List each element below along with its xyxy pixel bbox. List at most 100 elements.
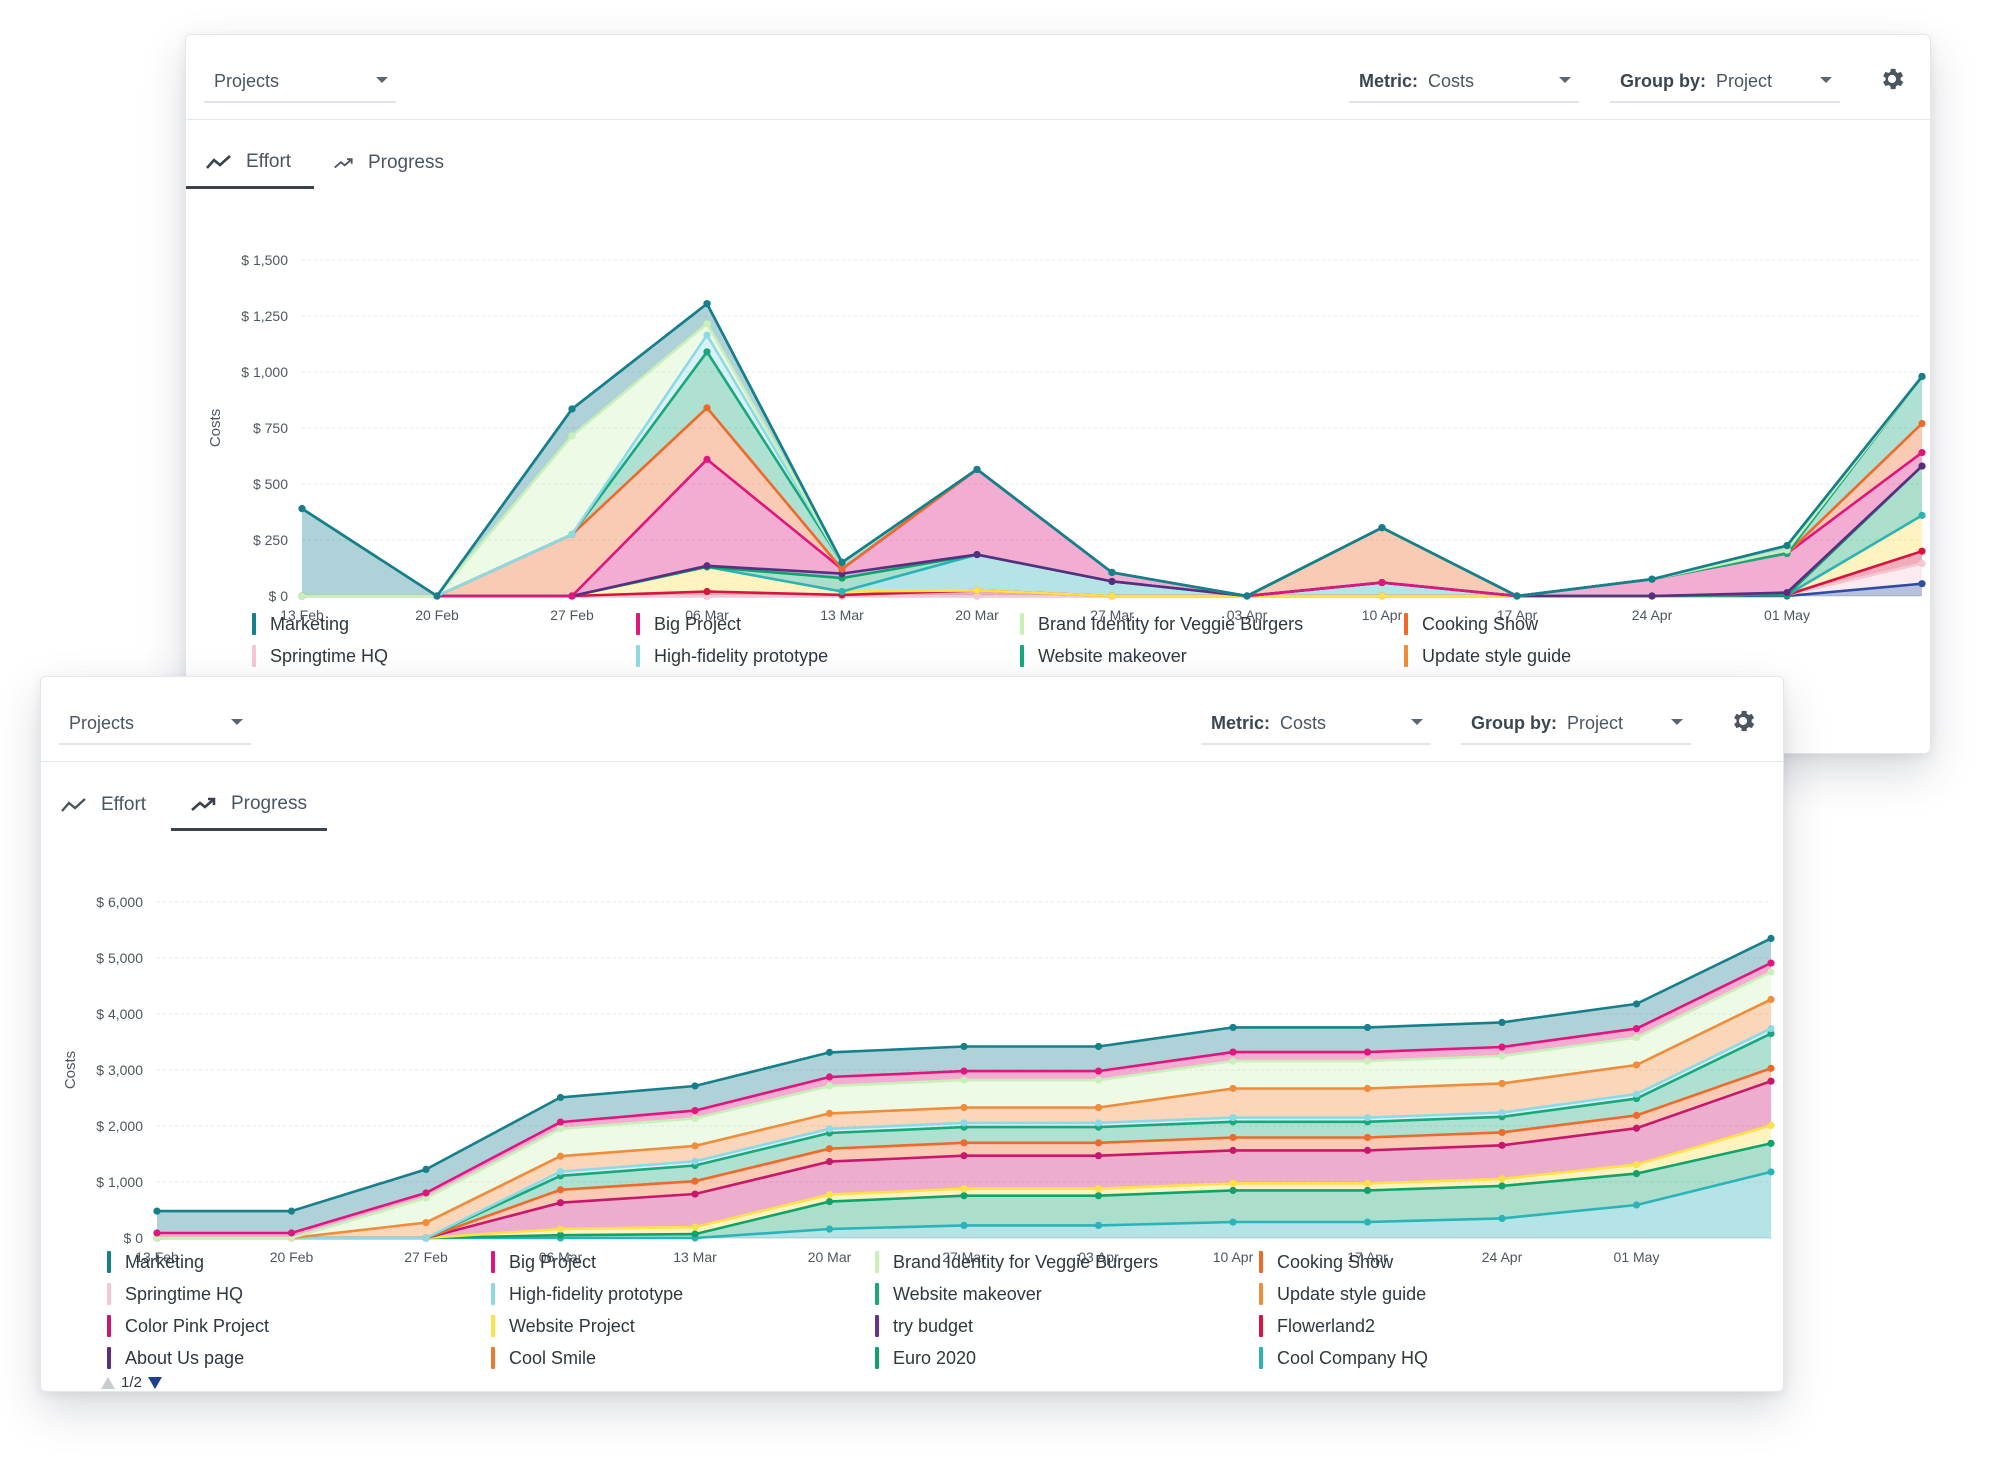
data-point[interactable] <box>1498 1018 1506 1026</box>
data-point[interactable] <box>422 1165 430 1173</box>
data-point[interactable] <box>1094 1119 1103 1127</box>
data-point[interactable] <box>1094 1221 1103 1229</box>
data-point[interactable] <box>1767 995 1775 1004</box>
data-point[interactable] <box>1363 1084 1372 1093</box>
legend-item[interactable]: Big Project <box>636 611 741 637</box>
data-point[interactable] <box>1363 1133 1372 1142</box>
data-point[interactable] <box>691 1157 699 1165</box>
legend-item[interactable]: Euro 2020 <box>875 1345 976 1371</box>
area-website-makeover[interactable] <box>302 351 1922 596</box>
legend-item[interactable]: Update style guide <box>1259 1281 1426 1307</box>
data-point[interactable] <box>1229 1218 1237 1226</box>
data-point[interactable] <box>1498 1052 1506 1060</box>
data-point[interactable] <box>1229 1057 1237 1065</box>
data-point[interactable] <box>1918 462 1926 470</box>
data-point[interactable] <box>825 1145 834 1153</box>
data-point[interactable] <box>1363 1057 1372 1065</box>
data-point[interactable] <box>1767 1168 1775 1176</box>
group-by-dropdown[interactable]: Group by: Project <box>1610 61 1840 103</box>
tab-effort[interactable]: Effort <box>41 779 171 831</box>
data-point[interactable] <box>1918 449 1926 457</box>
data-point[interactable] <box>1648 575 1656 583</box>
data-point[interactable] <box>556 1125 565 1133</box>
data-point[interactable] <box>825 1157 834 1166</box>
area-big-project[interactable] <box>302 452 1922 596</box>
tab-effort[interactable]: Effort <box>186 137 314 189</box>
data-point[interactable] <box>1108 568 1116 577</box>
metric-dropdown[interactable]: Metric: Costs <box>1201 703 1431 745</box>
data-point[interactable] <box>1363 1186 1372 1194</box>
data-point[interactable] <box>973 586 981 594</box>
data-point[interactable] <box>1632 1161 1641 1169</box>
group-by-dropdown[interactable]: Group by: Project <box>1461 703 1691 745</box>
legend-item[interactable]: try budget <box>875 1313 973 1339</box>
data-point[interactable] <box>973 465 981 474</box>
data-point[interactable] <box>1767 934 1775 942</box>
data-point[interactable] <box>973 592 981 600</box>
data-point[interactable] <box>1767 968 1775 976</box>
data-point[interactable] <box>287 1207 296 1215</box>
tab-progress[interactable]: Progress <box>171 779 327 831</box>
data-point[interactable] <box>556 1118 565 1126</box>
area-update-style-guide[interactable] <box>157 999 1771 1238</box>
data-point[interactable] <box>1498 1079 1506 1088</box>
data-point[interactable] <box>1094 1076 1103 1084</box>
data-point[interactable] <box>1094 1139 1103 1147</box>
metric-dropdown[interactable]: Metric: Costs <box>1349 61 1579 103</box>
legend-item[interactable]: Cooking Show <box>1404 611 1538 637</box>
data-point[interactable] <box>422 1219 430 1227</box>
data-point[interactable] <box>691 1177 699 1185</box>
tab-progress[interactable]: Progress <box>314 137 464 189</box>
data-point[interactable] <box>1498 1214 1506 1222</box>
data-point[interactable] <box>422 1189 430 1197</box>
data-point[interactable] <box>960 1221 968 1229</box>
data-point[interactable] <box>960 1185 968 1193</box>
data-point[interactable] <box>556 1225 565 1233</box>
data-point[interactable] <box>825 1048 834 1056</box>
data-point[interactable] <box>1094 1192 1103 1200</box>
data-point[interactable] <box>960 1139 968 1147</box>
data-point[interactable] <box>1783 589 1791 597</box>
data-point[interactable] <box>960 1067 968 1075</box>
legend-item[interactable]: Marketing <box>107 1249 204 1275</box>
data-point[interactable] <box>1363 1023 1372 1032</box>
data-point[interactable] <box>1632 1033 1641 1042</box>
data-point[interactable] <box>1918 419 1926 428</box>
data-point[interactable] <box>1918 580 1926 588</box>
data-point[interactable] <box>960 1192 968 1200</box>
data-point[interactable] <box>825 1191 834 1199</box>
pager-down-icon[interactable] <box>147 1376 162 1389</box>
data-point[interactable] <box>556 1231 565 1239</box>
data-point[interactable] <box>838 587 846 596</box>
area-euro-2020[interactable] <box>157 1143 1771 1238</box>
projects-dropdown[interactable]: Projects <box>59 703 251 745</box>
data-point[interactable] <box>1918 511 1926 519</box>
data-point[interactable] <box>1378 578 1386 587</box>
data-point[interactable] <box>1498 1141 1506 1149</box>
legend-item[interactable]: High-fidelity prototype <box>491 1281 683 1307</box>
area-website-project[interactable] <box>302 515 1922 596</box>
data-point[interactable] <box>691 1223 699 1231</box>
data-point[interactable] <box>1767 959 1775 967</box>
data-point[interactable] <box>691 1142 699 1150</box>
legend-item[interactable]: High-fidelity prototype <box>636 643 828 669</box>
data-point[interactable] <box>1498 1182 1506 1190</box>
data-point[interactable] <box>703 300 711 308</box>
legend-item[interactable]: Color Pink Project <box>107 1313 269 1339</box>
data-point[interactable] <box>1918 559 1926 568</box>
data-point[interactable] <box>825 1125 834 1133</box>
data-point[interactable] <box>1632 1111 1641 1119</box>
data-point[interactable] <box>1229 1048 1237 1056</box>
data-point[interactable] <box>1632 1124 1641 1132</box>
area-brand-identity-for-veggie-burgers[interactable] <box>302 323 1922 596</box>
data-point[interactable] <box>556 1186 565 1194</box>
data-point[interactable] <box>556 1093 565 1102</box>
data-point[interactable] <box>153 1234 161 1242</box>
data-point[interactable] <box>1632 1000 1641 1008</box>
legend-item[interactable]: Cool Smile <box>491 1345 596 1371</box>
legend-item[interactable]: Update style guide <box>1404 643 1571 669</box>
data-point[interactable] <box>1229 1084 1237 1093</box>
data-point[interactable] <box>960 1076 968 1084</box>
data-point[interactable] <box>1498 1043 1506 1051</box>
data-point[interactable] <box>422 1234 430 1242</box>
